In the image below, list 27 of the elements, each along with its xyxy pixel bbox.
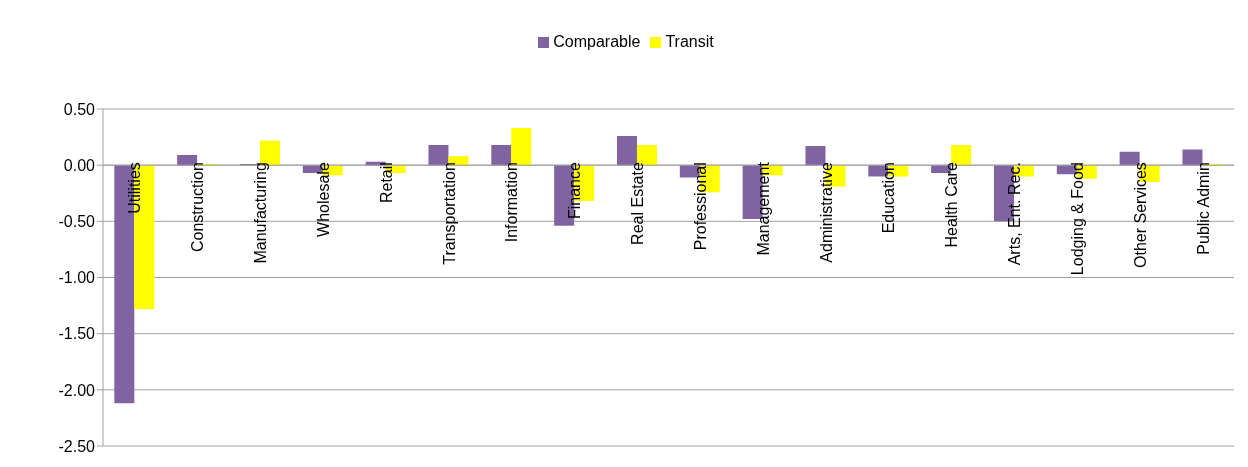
- x-tick-label: Management: [754, 161, 772, 256]
- x-tick-label: Construction: [189, 162, 207, 252]
- x-tick-label: Arts, Ent. Rec.: [1006, 162, 1024, 266]
- y-tick-label: -2.00: [58, 381, 96, 399]
- y-tick-label: -1.50: [58, 325, 96, 343]
- x-tick-label: Utilities: [126, 162, 144, 214]
- x-tick-label: Retail: [377, 162, 395, 204]
- x-tick-label: Manufacturing: [252, 162, 270, 264]
- x-tick-label: Health Care: [943, 162, 961, 248]
- x-tick-label: Administrative: [817, 162, 835, 263]
- x-tick-label: Wholesale: [314, 162, 332, 237]
- y-tick-label: -0.50: [58, 213, 96, 231]
- y-tick-label: -1.00: [58, 269, 96, 287]
- x-tick-label: Lodging & Food: [1068, 162, 1086, 276]
- y-tick-label: 0.50: [63, 100, 96, 118]
- x-tick-label: Professional: [691, 162, 709, 251]
- legend-label: Comparable: [553, 33, 641, 50]
- x-tick-label: Public Admin: [1194, 162, 1212, 255]
- x-tick-label: Information: [503, 162, 521, 243]
- legend-label: Transit: [665, 33, 714, 50]
- x-tick-label: Real Estate: [629, 162, 647, 245]
- x-tick-label: Finance: [566, 162, 584, 220]
- x-tick-label: Education: [880, 162, 898, 234]
- y-tick-label: -2.50: [58, 437, 96, 455]
- x-tick-label: Transportation: [440, 162, 458, 265]
- y-tick-label: 0.00: [63, 156, 96, 174]
- x-tick-label: Other Services: [1131, 162, 1149, 268]
